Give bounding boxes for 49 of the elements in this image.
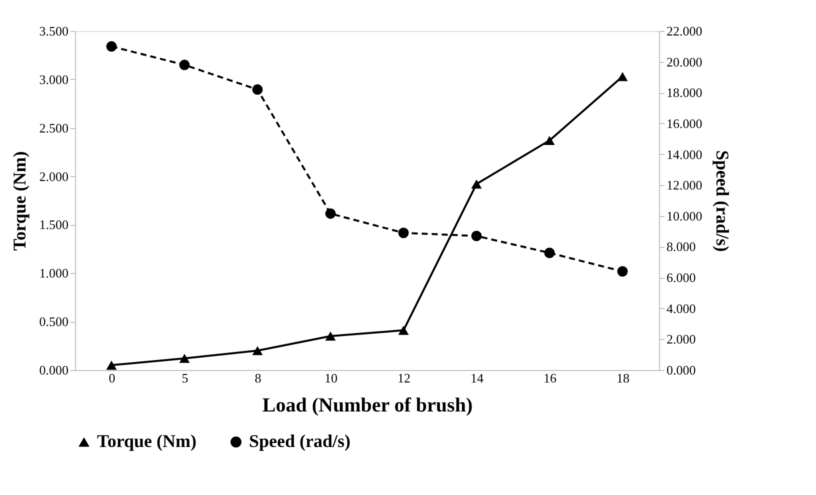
y2-tick-label: 18.000 — [666, 85, 702, 100]
x-tick-label: 16 — [544, 370, 557, 386]
y2-tick-label: 8.000 — [666, 239, 696, 254]
y2-tick-label: 2.000 — [666, 332, 696, 347]
y-axis-title: Torque (Nm) — [9, 151, 30, 251]
point — [179, 354, 190, 363]
point — [398, 326, 409, 335]
x-tick-label: 0 — [108, 370, 116, 386]
x-tick-label: 10 — [324, 370, 338, 386]
point — [106, 41, 117, 52]
y-tick-label: 1.000 — [39, 266, 68, 281]
point — [325, 332, 336, 341]
x-tick-label: 8 — [254, 370, 262, 386]
point — [398, 228, 409, 238]
point — [471, 179, 482, 189]
x-tick-label: 18 — [616, 370, 630, 386]
y-tick-label: 3.000 — [39, 72, 68, 87]
point — [325, 208, 336, 219]
y2-tick-label: 22.000 — [666, 24, 702, 38]
y-tick-label: 1.500 — [39, 217, 68, 232]
legend-label: Torque (Nm) — [97, 431, 197, 451]
y2-tick-label: 10.000 — [666, 208, 702, 224]
y-tick-label: 0.000 — [39, 362, 68, 378]
point — [179, 60, 190, 70]
legend-label: Speed (rad/s) — [249, 431, 351, 451]
x-tick-label: 14 — [470, 370, 484, 386]
y-tick-label: 0.500 — [39, 314, 68, 330]
y2-axis-title: Speed (rad/s) — [712, 150, 732, 252]
point — [617, 266, 628, 277]
point — [252, 84, 263, 95]
y-tick-label: 2.000 — [39, 168, 68, 184]
point — [544, 136, 555, 145]
point — [544, 248, 555, 258]
x-tick-label: 5 — [182, 370, 188, 386]
point — [617, 72, 628, 82]
y2-tick-label: 14.000 — [666, 146, 702, 162]
y2-tick-label: 16.000 — [666, 116, 702, 131]
y2-tick-label: 12.000 — [666, 178, 702, 193]
y2-tick-label: 4.000 — [666, 300, 696, 316]
x-axis-title: Load (Number of brush) — [262, 394, 473, 416]
point — [471, 230, 482, 242]
y2-tick-label: 20.000 — [666, 54, 702, 70]
y-tick-label: 3.500 — [39, 24, 68, 38]
x-tick-label: 12 — [398, 370, 410, 386]
point — [106, 360, 117, 370]
y-tick-label: 2.500 — [39, 120, 68, 136]
point — [252, 346, 263, 356]
y2-tick-label: 6.000 — [666, 270, 696, 286]
y2-tick-label: 0.000 — [666, 362, 696, 378]
